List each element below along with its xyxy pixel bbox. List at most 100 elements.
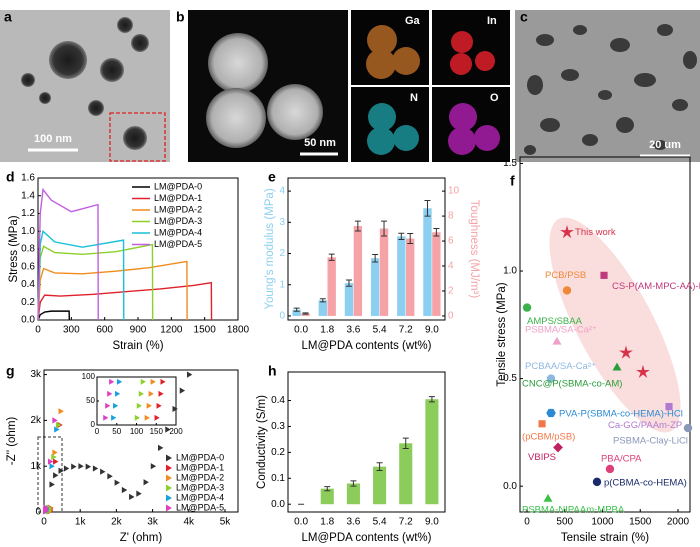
x-axis-label: Tensile strain (%)	[561, 532, 649, 544]
map-n	[367, 103, 419, 155]
error-bar	[381, 220, 388, 237]
series-line	[37, 187, 99, 321]
y-tick-label: 2	[279, 248, 285, 259]
marker	[172, 405, 178, 413]
point-label: PVA-P(SBMA-co-HEMA)-HCl	[559, 409, 683, 420]
x-tick-label: 0.0	[294, 517, 308, 528]
marker	[103, 414, 109, 421]
marker	[166, 504, 172, 512]
particle	[267, 84, 323, 140]
point-label: Ca-GG/PAAm-ZP	[608, 420, 682, 431]
bar	[432, 232, 441, 316]
marker	[158, 444, 164, 451]
y2-tick-label: 4	[448, 261, 454, 272]
marker	[150, 378, 156, 385]
marker	[160, 378, 166, 385]
particle	[123, 126, 147, 150]
marker	[592, 477, 602, 487]
x-tick-label: 600	[96, 325, 113, 336]
marker	[683, 423, 693, 433]
bar	[318, 300, 327, 316]
error-bar	[328, 253, 335, 261]
marker	[134, 414, 140, 421]
zoom-box	[37, 436, 63, 513]
series-line	[37, 260, 188, 321]
particle	[100, 58, 124, 82]
marker	[107, 473, 113, 480]
x-axis-label: Strain (%)	[112, 340, 163, 352]
x-tick-label: 5.4	[373, 325, 387, 336]
y-axis-label: -Z'' (ohm)	[6, 417, 18, 466]
x-tick-label: 3.6	[346, 325, 360, 336]
x-tick-label: 1.8	[320, 325, 334, 336]
y-tick-label: 0.0	[271, 499, 285, 510]
y-axis-label: Young's modulus (MPa)	[264, 188, 276, 309]
inset-x-tick-label: 0	[95, 427, 100, 436]
y-axis-label: Conductivity (S/m)	[256, 395, 268, 489]
x-tick-label: 1.8	[320, 517, 334, 528]
x-tick-label: 300	[63, 325, 80, 336]
x-tick-label: 1500	[629, 517, 652, 528]
marker	[166, 494, 172, 502]
point-label: CS-P(AM-MPC-AA)-Fe³⁺	[612, 281, 700, 292]
bar	[379, 228, 389, 316]
point-label: PCB/PSB	[545, 270, 586, 281]
marker	[114, 479, 120, 486]
y2-tick-label: 0	[448, 311, 454, 322]
y-tick-label: 0.8	[21, 244, 35, 255]
point-label: PBA/CPA	[601, 453, 642, 464]
legend-label: LM@PDA-2	[176, 472, 224, 482]
scale-label: 100 nm	[34, 133, 72, 145]
y2-tick-label: 8	[448, 211, 454, 222]
inset-x-tick-label: 200	[169, 427, 183, 436]
highlight-box	[109, 112, 166, 162]
y2-axis-label: Toughness (MJ/m³)	[468, 200, 480, 299]
x-tick-label: 7.2	[399, 517, 413, 528]
scale-label: 50 nm	[304, 137, 336, 149]
series-line	[37, 281, 213, 321]
map-o	[448, 103, 500, 155]
y-tick-label: 0.5	[503, 373, 517, 384]
y-axis-label: Stress (MPa)	[8, 215, 20, 282]
y-tick-label: 1	[279, 279, 285, 290]
y-tick-label: 4	[279, 186, 285, 197]
marker	[92, 465, 99, 472]
bar	[344, 283, 354, 316]
map-label: Ga	[405, 15, 421, 27]
marker	[538, 420, 546, 428]
bar	[425, 399, 439, 505]
plot-frame	[519, 156, 691, 513]
x-axis-label: Z' (ohm)	[120, 532, 163, 544]
point-label: PSBMA-Clay-LiCl	[613, 436, 688, 447]
bar	[373, 466, 387, 505]
inset-x-tick-label: 100	[130, 427, 144, 436]
marker	[166, 474, 172, 482]
plot-frame	[287, 371, 446, 513]
x-tick-label: 5.4	[373, 517, 387, 528]
marker	[109, 378, 115, 385]
marker	[166, 454, 172, 462]
error-bar	[424, 199, 431, 217]
y2-tick-label: 10	[448, 186, 460, 197]
particles	[21, 17, 149, 150]
particle	[49, 41, 87, 79]
x-tick-label: 0	[524, 517, 530, 528]
x-tick-label: 500	[556, 517, 573, 528]
bar	[399, 443, 413, 505]
error-bar	[372, 253, 379, 263]
y-tick-label: 1.2	[21, 208, 35, 219]
marker	[71, 463, 77, 470]
marker	[100, 468, 106, 475]
inset-x-tick-label: 50	[112, 427, 121, 436]
y-tick-label: 1.5	[503, 158, 517, 169]
panel-label: a	[4, 9, 12, 25]
x-tick-label: 0	[35, 325, 41, 336]
marker	[562, 286, 572, 295]
error-bar	[324, 486, 331, 492]
x-tick-label: 2000	[667, 517, 690, 528]
marker	[522, 303, 532, 312]
bar	[353, 226, 363, 316]
marker	[158, 390, 164, 397]
error-bar	[302, 312, 309, 315]
marker	[54, 426, 60, 433]
